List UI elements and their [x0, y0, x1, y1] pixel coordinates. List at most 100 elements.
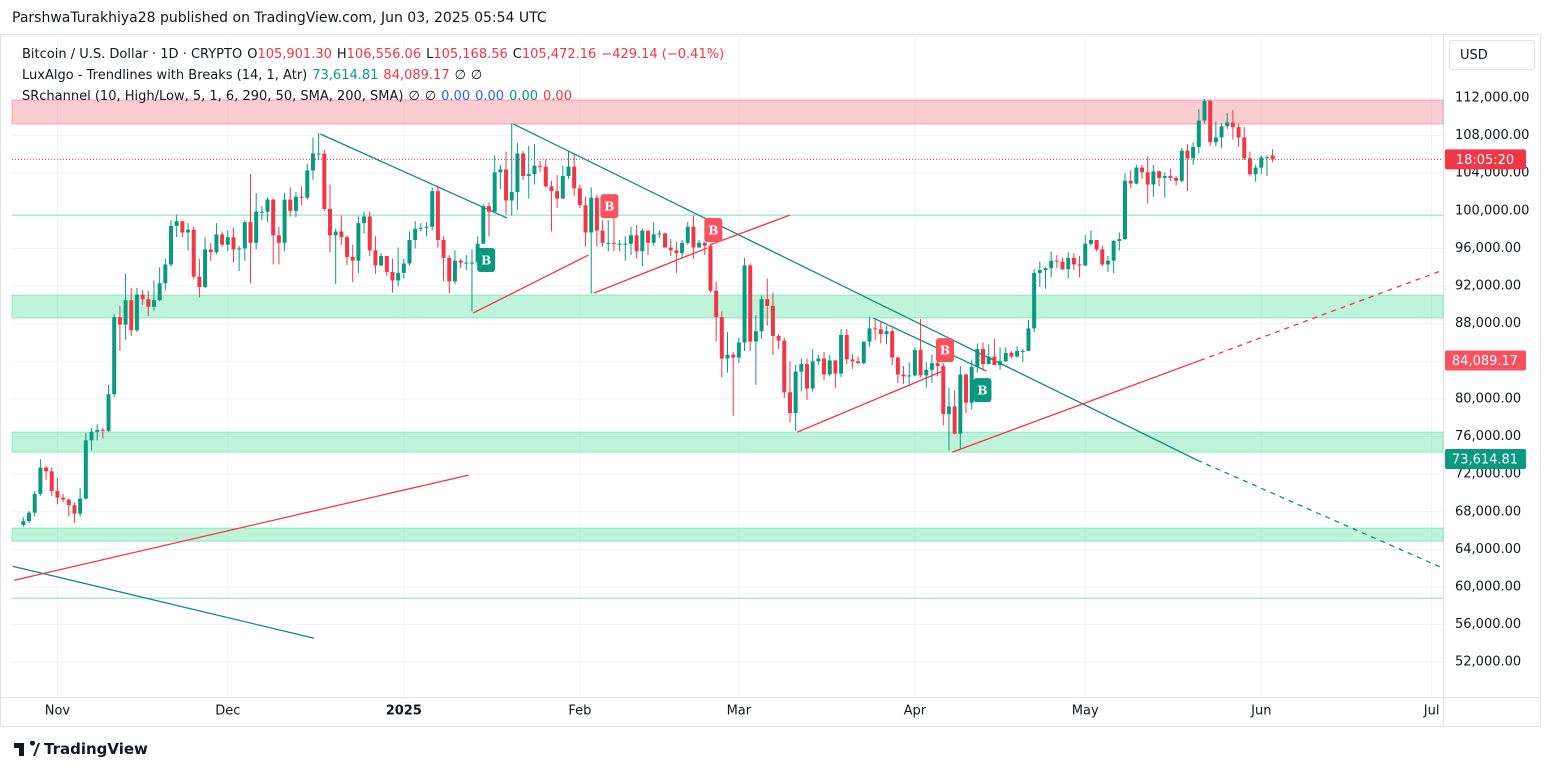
candle-body: [1071, 257, 1076, 265]
candle-body: [464, 262, 469, 264]
candle-body: [1168, 176, 1173, 178]
logo: TradingView: [14, 740, 148, 758]
ohlc-key: O: [247, 47, 258, 62]
candle-body: [1196, 120, 1201, 147]
candle-body: [1247, 158, 1252, 175]
trendline: [593, 247, 708, 294]
indicator-value: 73,614.81: [312, 68, 379, 83]
byline: ParshwaTurakhiya28 published on TradingV…: [12, 10, 547, 26]
candle-body: [1077, 264, 1082, 266]
candle-body: [1009, 352, 1014, 357]
price-label-box: [1445, 149, 1526, 170]
sr-zone: [11, 294, 1444, 319]
candle-body: [992, 356, 997, 366]
candle-body: [1066, 257, 1071, 270]
trendline: [320, 133, 508, 219]
symbol-line: Bitcoin / U.S. Dollar · 1D · CRYPTO O105,…: [22, 44, 729, 65]
candle-body: [770, 305, 775, 336]
candle-body: [577, 188, 582, 206]
ohlc-value: 105,472.16: [521, 47, 597, 62]
indicator-value: 0.00: [509, 89, 539, 104]
candle-body: [708, 245, 713, 291]
logo-icon: [14, 741, 40, 756]
candle-body: [328, 208, 332, 236]
candle-body: [333, 231, 338, 236]
candle-body: [1032, 272, 1037, 329]
candle-body: [299, 196, 304, 198]
candle-body: [407, 239, 412, 264]
candle-body: [1264, 157, 1269, 159]
candle-body: [628, 235, 633, 244]
candle-body: [964, 374, 968, 403]
candle-body: [839, 334, 844, 374]
candle-body: [606, 242, 611, 244]
candle-body: [1117, 239, 1122, 241]
trendline: [12, 565, 315, 639]
candle-body: [981, 349, 986, 365]
candle-body: [742, 265, 747, 343]
ohlc-key: C: [512, 47, 522, 62]
ohlc-value: 105,168.56: [433, 47, 508, 62]
indicator-value: ∅: [424, 89, 437, 104]
candle-body: [1111, 240, 1116, 261]
trendline: [14, 474, 469, 581]
candle-body: [640, 230, 645, 252]
candle-body: [78, 498, 83, 514]
candle-body: [197, 276, 202, 288]
candle-body: [714, 290, 719, 318]
candle-body: [998, 361, 1003, 366]
candle-body: [651, 234, 656, 243]
candle-body: [379, 255, 384, 266]
candle-body: [793, 371, 798, 414]
candle-body: [481, 206, 486, 244]
y-tick-label: 64,000.00: [1455, 542, 1521, 557]
candle-body: [719, 317, 724, 359]
x-tick-label: Apr: [904, 704, 927, 719]
candle-body: [169, 225, 173, 265]
candle-body: [634, 235, 639, 252]
candle-body: [912, 350, 917, 376]
candle-body: [413, 228, 418, 240]
candle-body: [424, 226, 429, 228]
candle-body: [504, 169, 509, 201]
change: −429.14 (−0.41%): [601, 47, 725, 62]
break-signal-label: B: [940, 344, 950, 358]
y-tick-label: 96,000.00: [1455, 241, 1521, 256]
candle-body: [1145, 172, 1150, 185]
candle-body: [1003, 352, 1008, 362]
candle-body: [1179, 150, 1184, 181]
candle-body: [850, 359, 855, 362]
candle-body: [293, 196, 298, 211]
currency-button[interactable]: USD: [1449, 40, 1535, 70]
y-tick-label: 112,000.00: [1455, 91, 1529, 106]
candle-body: [583, 205, 588, 233]
candle-body: [623, 243, 628, 245]
candle-body: [1208, 100, 1213, 143]
candle-body: [231, 237, 236, 250]
candle-body: [833, 360, 838, 374]
candle-body: [1162, 176, 1167, 178]
logo-text: TradingView: [44, 740, 148, 758]
trendline: [513, 123, 1198, 461]
candle-body: [339, 231, 344, 238]
candle-body: [884, 331, 889, 335]
candle-body: [157, 283, 162, 301]
candle-body: [986, 356, 991, 365]
candle-body: [1236, 127, 1241, 138]
candle-body: [305, 170, 310, 198]
candle-body: [929, 363, 934, 370]
candle-body: [1037, 270, 1042, 273]
candle-body: [242, 222, 247, 249]
candle-body: [435, 191, 440, 240]
candle-body: [543, 166, 548, 187]
candle-body: [918, 350, 923, 376]
candle-body: [594, 197, 599, 231]
candle-body: [526, 174, 531, 177]
candle-body: [418, 227, 423, 229]
candle-body: [538, 165, 543, 167]
candle-body: [469, 262, 474, 264]
candle-body: [259, 211, 264, 213]
candle-body: [89, 431, 94, 441]
candle-body: [748, 265, 753, 342]
